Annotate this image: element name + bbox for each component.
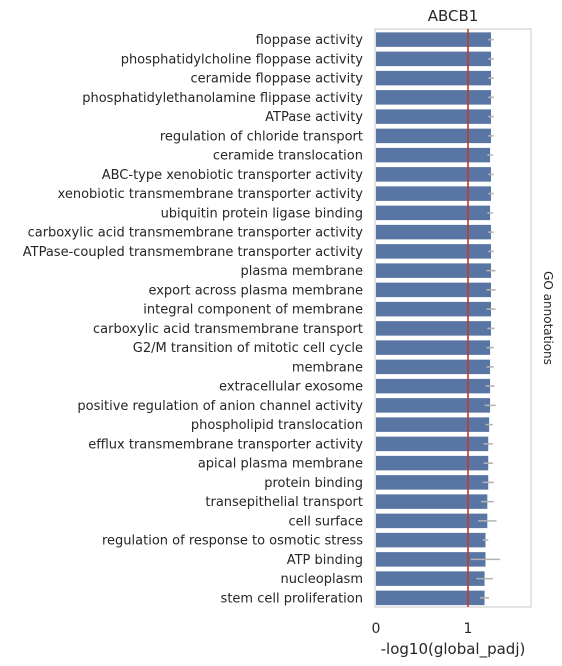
category-label: carboxylic acid transmembrane transporte… xyxy=(28,226,364,241)
bar xyxy=(376,51,491,67)
bar xyxy=(376,321,491,336)
bar xyxy=(376,590,485,606)
bar xyxy=(376,70,491,86)
category-label: nucleoplasm xyxy=(281,572,363,587)
category-label: apical plasma membrane xyxy=(198,457,363,472)
bar xyxy=(376,436,489,452)
category-label: phosphatidylcholine floppase activity xyxy=(121,52,364,67)
bar xyxy=(376,32,491,47)
category-label: protein binding xyxy=(264,476,363,491)
category-label: ABC-type xenobiotic transporter activity xyxy=(102,168,364,183)
bar xyxy=(376,224,491,240)
bar xyxy=(376,167,491,182)
category-label: export across plasma membrane xyxy=(148,283,363,298)
bar xyxy=(376,398,491,413)
x-tick-label: 1 xyxy=(464,621,473,637)
bar xyxy=(376,475,489,490)
bar xyxy=(376,147,491,163)
right-axis-label: GO annotations xyxy=(541,271,555,365)
bar xyxy=(376,455,489,471)
category-label: carboxylic acid transmembrane transport xyxy=(93,322,363,337)
chart-title: ABCB1 xyxy=(428,7,479,25)
bar xyxy=(376,378,491,394)
category-label: integral component of membrane xyxy=(143,303,363,318)
bar xyxy=(376,359,491,375)
category-label: floppase activity xyxy=(256,33,364,48)
x-axis-label: -log10(global_padj) xyxy=(381,640,526,659)
bar xyxy=(376,301,491,317)
plot-area-frame xyxy=(374,28,532,608)
category-label: extracellular exosome xyxy=(219,380,363,395)
bar xyxy=(376,552,486,567)
x-tick-label: 0 xyxy=(372,621,381,637)
bar xyxy=(376,186,491,201)
category-label: phospholipid translocation xyxy=(191,418,363,433)
bar xyxy=(376,494,488,509)
category-label: ceramide translocation xyxy=(213,149,363,164)
bar xyxy=(376,263,491,278)
bar xyxy=(376,128,491,144)
category-label: ceramide floppase activity xyxy=(190,72,363,87)
category-label: cell surface xyxy=(288,514,363,529)
bar xyxy=(376,109,491,124)
category-label: ATPase-coupled transmembrane transporter… xyxy=(23,245,364,260)
bars-layer xyxy=(376,32,491,606)
category-label: regulation of response to osmotic stress xyxy=(102,534,363,549)
category-label: stem cell proliferation xyxy=(221,591,363,606)
category-label: xenobiotic transmembrane transporter act… xyxy=(58,187,364,202)
category-label: G2/M transition of mitotic cell cycle xyxy=(133,341,363,356)
category-label: phosphatidylethanolamine flippase activi… xyxy=(82,91,363,106)
bar xyxy=(376,282,491,298)
error-bars-layer xyxy=(470,38,501,599)
category-label: ATP binding xyxy=(287,553,363,568)
category-label: membrane xyxy=(292,360,363,375)
category-labels: floppase activity phosphatidylcholine flo… xyxy=(23,33,364,606)
bar xyxy=(376,532,486,548)
bar xyxy=(376,417,490,432)
category-label: ubiquitin protein ligase binding xyxy=(161,206,363,221)
category-label: ATPase activity xyxy=(265,110,363,125)
bar xyxy=(376,571,485,586)
bar xyxy=(376,205,491,221)
category-label: efflux transmembrane transporter activit… xyxy=(88,437,363,452)
bar xyxy=(376,90,491,105)
bar xyxy=(376,340,491,355)
category-label: positive regulation of anion channel act… xyxy=(77,399,363,414)
bar xyxy=(376,244,491,259)
category-label: regulation of chloride transport xyxy=(160,129,363,144)
bar xyxy=(376,513,488,529)
category-label: plasma membrane xyxy=(241,264,364,279)
category-label: transepithelial transport xyxy=(205,495,363,510)
